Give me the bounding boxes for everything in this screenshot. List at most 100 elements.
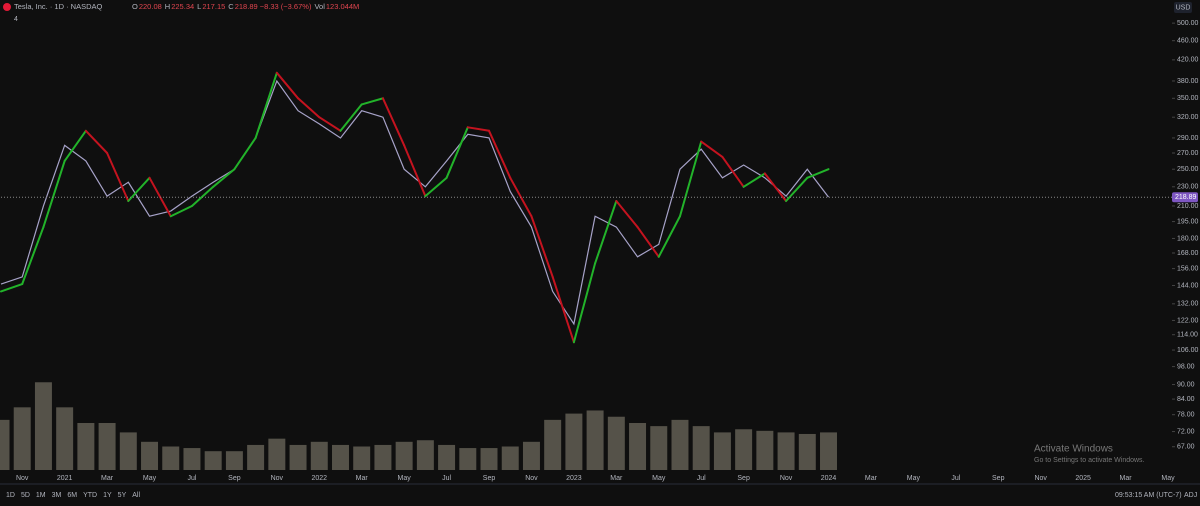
volume-bar xyxy=(119,432,137,470)
indicator-segment xyxy=(84,129,109,154)
ohlc-key: O xyxy=(132,2,138,11)
indicator-segment xyxy=(42,159,66,229)
y-tick-label: 106.00 xyxy=(1177,347,1199,354)
x-tick-label: Sep xyxy=(992,475,1005,482)
volume-bar xyxy=(141,441,159,470)
y-tick-label: 98.00 xyxy=(1177,363,1195,370)
indicator-segment xyxy=(127,176,151,203)
clock: 09:53:15 AM (UTC-7) xyxy=(1115,492,1182,499)
x-tick-label: Jul xyxy=(951,475,960,482)
y-tick-label: 84.00 xyxy=(1177,396,1195,403)
volume-bar xyxy=(650,426,668,470)
indicator-segment xyxy=(636,226,660,258)
indicator-segment xyxy=(254,71,278,139)
range-button[interactable]: 3M xyxy=(52,492,62,499)
x-tick-label: May xyxy=(1161,475,1175,482)
indicator-segment xyxy=(212,168,236,188)
adj[interactable]: ADJ xyxy=(1184,492,1197,499)
volume-bar xyxy=(395,441,413,470)
x-tick-label: May xyxy=(398,475,412,482)
y-tick-label: 500.00 xyxy=(1177,20,1199,27)
volume-bar xyxy=(34,382,52,470)
range-button[interactable]: 5Y xyxy=(118,492,127,499)
indicator-segment xyxy=(339,103,363,132)
y-tick-label: 180.00 xyxy=(1177,235,1199,242)
y-tick-label: 350.00 xyxy=(1177,95,1199,102)
y-tick-label: 122.00 xyxy=(1177,317,1199,324)
range-button[interactable]: 1M xyxy=(36,492,46,499)
indicator-count: 4 xyxy=(14,16,18,23)
watermark-text: Go to Settings to activate Windows. xyxy=(1034,457,1145,464)
indicator-segment xyxy=(785,176,809,203)
volume-bar xyxy=(501,446,519,470)
volume-bar xyxy=(247,444,265,470)
range-button[interactable]: 1Y xyxy=(103,492,112,499)
y-tick-label: 195.00 xyxy=(1177,218,1199,225)
range-button[interactable]: YTD xyxy=(83,492,97,499)
x-tick-label: Jul xyxy=(442,475,451,482)
indicator-segment xyxy=(106,151,130,203)
volume-bar xyxy=(438,444,456,470)
currency[interactable]: USD xyxy=(1176,4,1191,11)
x-tick-label: Mar xyxy=(610,475,623,482)
currency-box[interactable] xyxy=(1174,2,1192,13)
x-tick-label: 2024 xyxy=(821,475,837,482)
volume-bar xyxy=(735,429,753,470)
x-tick-label: Jul xyxy=(697,475,706,482)
volume-bar xyxy=(77,423,95,470)
ohlc-key: H xyxy=(165,2,170,11)
ohlc-key: C xyxy=(228,2,234,11)
y-tick-label: 230.00 xyxy=(1177,184,1199,191)
indicator-segment xyxy=(190,185,215,207)
indicator-segment xyxy=(21,226,45,286)
volume-bar xyxy=(777,432,795,470)
y-tick-label: 250.00 xyxy=(1177,166,1199,173)
range-button[interactable]: 6M xyxy=(67,492,77,499)
y-tick-label: 320.00 xyxy=(1177,114,1199,121)
y-tick-label: 114.00 xyxy=(1177,332,1198,339)
y-tick-label: 420.00 xyxy=(1177,57,1199,64)
volume-bar xyxy=(56,407,74,470)
x-tick-label: May xyxy=(652,475,666,482)
indicator-segment xyxy=(0,283,24,293)
volume-bar xyxy=(225,451,243,470)
ohlc-value: 123.044M xyxy=(326,2,359,11)
indicator-segment xyxy=(403,144,427,198)
x-tick-label: Sep xyxy=(483,475,496,482)
y-tick-label: 144.00 xyxy=(1177,282,1199,289)
x-tick-label: 2023 xyxy=(566,475,582,482)
indicator-segment xyxy=(594,200,618,265)
volume-bar xyxy=(268,438,286,470)
volume-bar xyxy=(586,410,604,470)
symbol-logo xyxy=(3,3,11,11)
volume-bar xyxy=(310,441,328,470)
range-button[interactable]: 1D xyxy=(6,492,15,499)
ohlc-key: L xyxy=(197,2,201,11)
indicator-segment xyxy=(318,116,342,132)
volume-bar xyxy=(416,440,434,470)
x-tick-label: Nov xyxy=(16,475,29,482)
x-tick-label: 2025 xyxy=(1075,475,1091,482)
ohlc-key: Vol xyxy=(314,2,325,11)
x-tick-label: May xyxy=(143,475,157,482)
x-tick-label: Nov xyxy=(1034,475,1047,482)
range-button[interactable]: All xyxy=(132,492,140,499)
volume-bar xyxy=(332,444,349,470)
volume-bar xyxy=(162,446,180,470)
range-button[interactable]: 5D xyxy=(21,492,30,499)
watermark-title: Activate Windows xyxy=(1034,444,1113,455)
indicator-segment xyxy=(700,140,724,158)
volume-bar xyxy=(713,432,731,470)
price-line xyxy=(0,79,829,326)
x-tick-label: Nov xyxy=(525,475,538,482)
volume-bar xyxy=(756,430,774,470)
indicator-segment xyxy=(381,97,406,147)
y-tick-label: 380.00 xyxy=(1177,78,1199,85)
volume-bar xyxy=(607,416,625,470)
volume-bar xyxy=(13,407,31,470)
last-price-label: 218.89 xyxy=(1175,194,1197,201)
indicator-segment xyxy=(488,129,512,179)
x-tick-label: 2021 xyxy=(57,475,73,482)
x-tick-label: Mar xyxy=(865,475,878,482)
